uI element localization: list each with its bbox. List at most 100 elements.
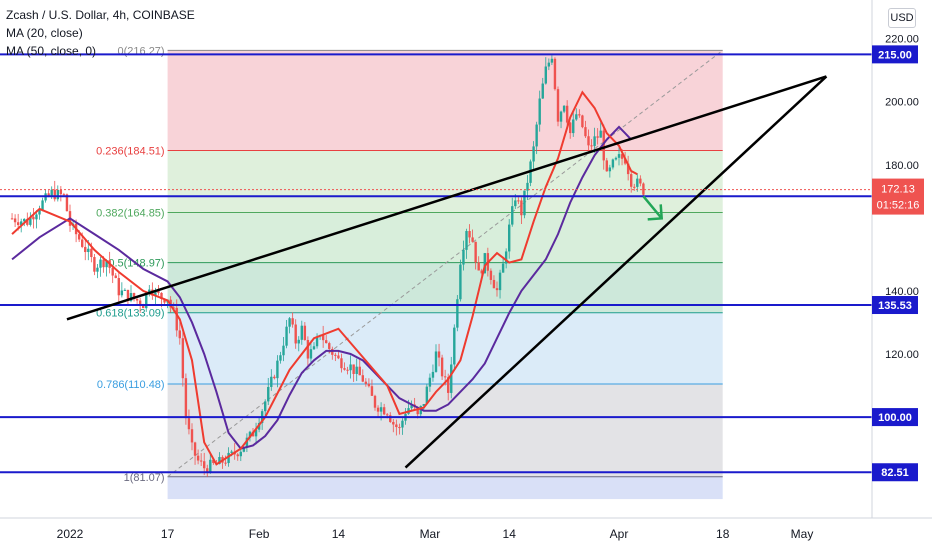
candle-body [483,253,486,274]
candle-body [575,114,578,120]
candle-body [209,459,212,473]
candle-body [20,221,23,225]
candle-body [16,222,20,225]
candle-body [346,369,349,371]
candle-body [587,136,590,146]
candle-body [206,468,209,473]
candle-body [584,127,587,137]
fib-zone [167,476,723,500]
candle-body [294,324,297,344]
candle-body [132,293,136,299]
candle-body [459,264,462,300]
candle-body [321,335,325,341]
candle-body [401,420,404,428]
time-axis-tick: Mar [420,527,441,541]
candle-body [218,457,221,465]
price-axis-tick: 140.00 [885,286,919,298]
candle-body [270,376,273,387]
candle-body [242,446,246,452]
candles-group [10,55,645,477]
candle-body [328,343,331,349]
candle-body [617,154,621,158]
level-tag [872,45,918,64]
chart-legend: Zcash / U.S. Dollar, 4h, COINBASE MA (20… [6,6,195,60]
time-axis-tick: Apr [610,527,629,541]
candle-body [267,386,270,402]
ma50-legend[interactable]: MA (50, close, 0) [6,44,97,58]
fib-label: 0.382(164.85) [96,208,165,220]
candle-body [630,174,633,187]
candle-body [355,366,358,374]
candle-body [492,279,496,289]
candle-body [53,189,56,200]
current-price-value: 172.13 [881,184,915,196]
candle-body [227,452,230,464]
candle-body [553,58,557,90]
candle-body [565,105,569,123]
candle-body [495,288,499,291]
candle-body [373,395,377,408]
candle-body [626,163,630,175]
candle-body [526,182,529,191]
candle-body [572,119,575,134]
candle-body [248,431,252,438]
candle-body [236,454,239,457]
candle-body [431,371,435,378]
candle-body [428,377,432,387]
candle-body [105,260,108,268]
candle-body [38,209,41,215]
candle-body [447,377,450,393]
candle-body [581,115,584,128]
candle-body [297,339,300,344]
candle-body [532,146,535,162]
candle-body [593,136,596,147]
arrow-head [647,204,664,221]
fib-label: 0.786(110.48) [97,379,165,391]
candle-body [639,178,642,184]
trend-line [66,75,827,321]
candle-body [32,216,35,220]
candle-body [157,291,160,293]
candle-body [398,427,401,429]
candle-body [102,259,105,268]
level-tag-label: 100.00 [878,412,912,424]
candle-body [254,429,258,437]
candle-body [559,111,563,122]
candle-body [135,298,139,301]
candle-body [129,293,133,301]
candle-body [550,58,554,63]
candle-body [358,366,361,376]
candle-body [273,376,276,379]
candle-body [181,338,185,379]
candle-body [99,259,102,268]
current-price-tag [872,178,924,215]
candle-body [340,358,343,369]
candle-body [41,200,44,210]
candle-body [602,130,605,161]
candle-body [178,330,181,339]
candle-body [443,376,447,378]
candle-body [422,404,425,406]
candle-body [23,218,26,222]
candle-body [196,455,200,461]
candle-body [212,459,215,463]
candle-body [172,307,175,309]
candle-body [508,224,511,252]
candle-body [636,178,639,187]
candle-body [468,231,471,238]
candle-body [520,200,523,216]
level-tag [872,408,918,427]
level-tag [872,296,918,315]
candle-body [239,451,242,457]
symbol-title[interactable]: Zcash / U.S. Dollar, 4h, COINBASE [6,8,195,22]
ma20-legend[interactable]: MA (20, close) [6,26,83,40]
candle-body [605,160,608,172]
candle-body [361,375,364,382]
candle-body [56,189,59,200]
price-axis-tick: 180.00 [885,160,919,172]
candle-body [325,340,328,344]
candle-body [389,415,392,422]
currency-button[interactable]: USD [888,8,916,28]
candle-body [343,368,346,370]
